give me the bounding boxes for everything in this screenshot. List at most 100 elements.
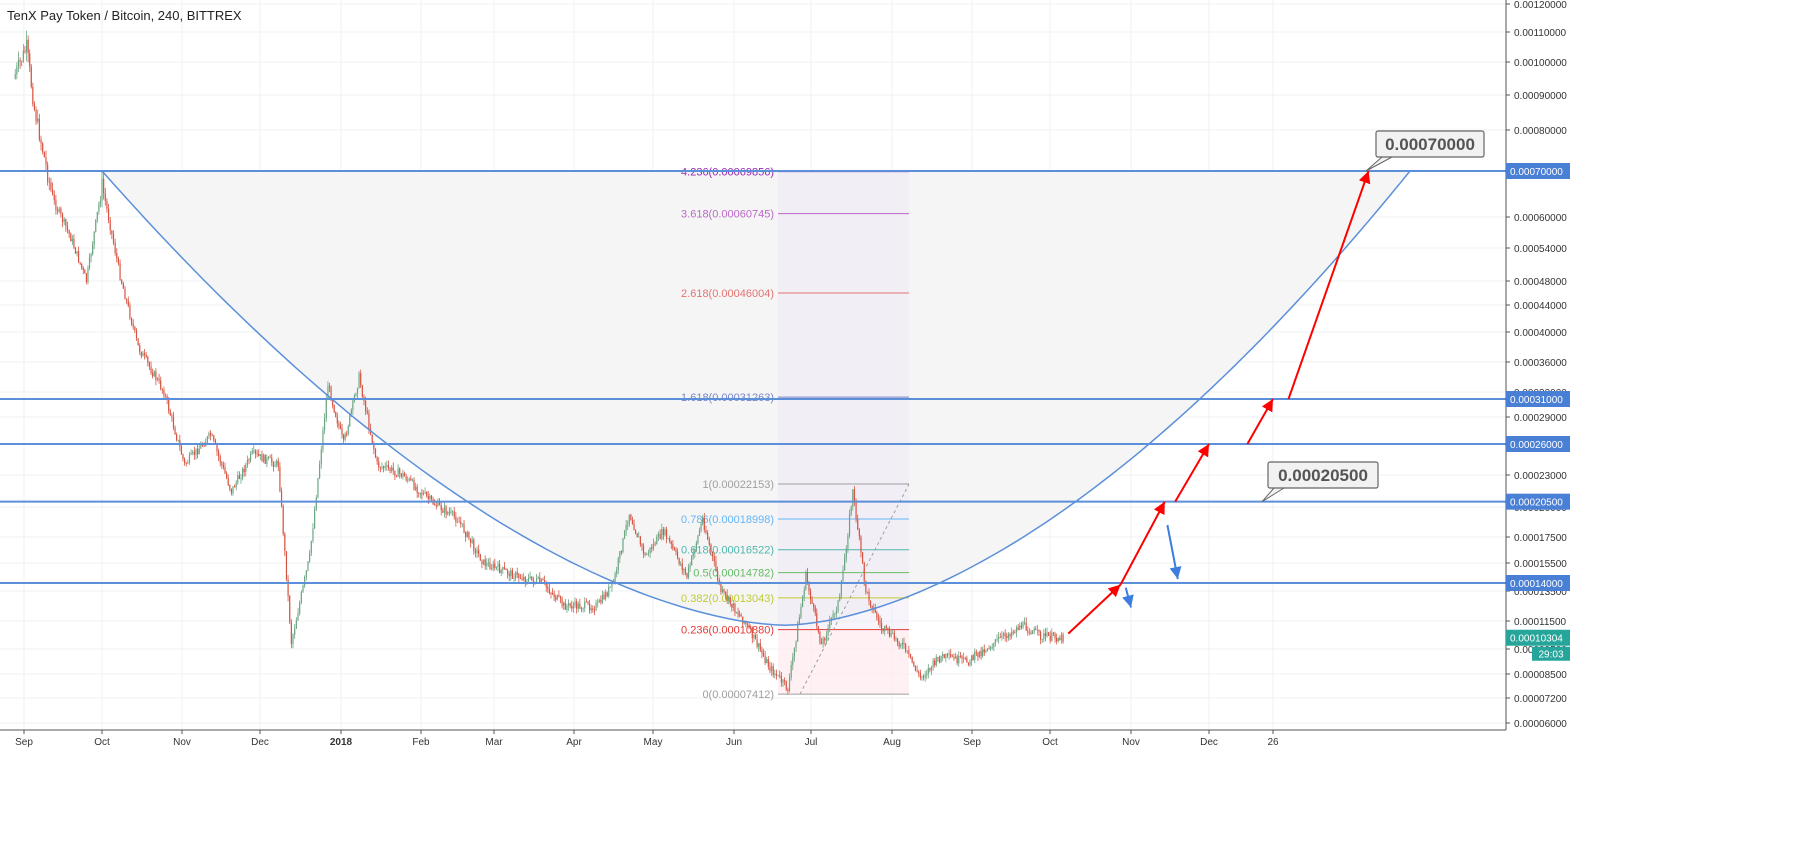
candle-body [96,211,98,220]
candle-body [647,553,650,555]
candle-body [486,562,488,567]
time-tick-label: 2018 [330,737,353,748]
price-tick-label: 0.00080000 [1514,126,1567,137]
candle-body [382,466,385,468]
candle-body [743,621,745,624]
candle-body [284,533,286,552]
candle-body [694,550,696,553]
candle-body [507,570,509,575]
fibonacci-extension[interactable]: 4.236(0.00069856) 3.618(0.00060745) 2.618(… [681,167,910,701]
candle-body [76,251,78,254]
candle-body [180,446,183,455]
candle-body [332,400,334,405]
time-tick-label: Dec [251,737,269,748]
candle-body [302,585,304,593]
candle-body [52,189,54,195]
candle-body [272,462,274,467]
time-tick-label: May [644,737,663,748]
candle-body [793,647,796,657]
candle-body [775,673,778,676]
candle-body [531,576,533,580]
candle-body [866,591,869,593]
fib-level-label: 0.618(0.00016522) [681,545,774,557]
candle-body [937,656,939,658]
candle-body [355,393,357,396]
candle-body [721,589,724,592]
candle-body [516,572,518,575]
candle-body [505,568,507,571]
candle-body [582,608,584,609]
candle-body [246,459,248,465]
time-tick-label: Jun [726,737,742,748]
candle-body [314,509,316,529]
candle-body [892,632,894,634]
candle-body [319,463,321,479]
candle-body [788,677,791,692]
candle-body [394,470,396,476]
candle-body [381,466,383,468]
candle-body [665,529,668,539]
candle-body [1056,638,1058,642]
candle-body [759,643,761,651]
cup-curve-line [101,170,1411,626]
candle-body [1062,634,1064,642]
candle-body [452,511,454,513]
candle-body [434,504,436,506]
candle-body [766,659,768,663]
candle-body [226,473,228,479]
candle-body [523,576,525,581]
candle-body [683,569,685,571]
candle-body [447,512,449,515]
candle-body [631,520,634,525]
fib-level-label: 4.236(0.00069856) [681,167,774,179]
price-tick-label: 0.00120000 [1514,0,1567,11]
candle-body [827,627,829,636]
candle-body [156,378,159,380]
candle-body [413,479,415,490]
candle-body [253,450,255,452]
candle-body [312,528,314,541]
candle-body [600,600,602,603]
candle-body [669,538,671,542]
candle-body [983,649,985,653]
candle-body [559,596,562,599]
candle-body [800,606,802,618]
candle-body [1044,633,1047,637]
candle-body [320,449,322,464]
candle-body [627,524,629,526]
candle-body [772,666,774,675]
candle-body [73,238,75,248]
candle-body [731,603,733,608]
candle-body [403,473,406,477]
price-tick-label: 0.00036000 [1514,358,1567,369]
candle-body [341,428,343,435]
candle-body [642,545,645,555]
candle-body [938,657,941,663]
candle-body [360,373,362,386]
candle-body [315,497,317,510]
candle-body [79,262,81,264]
candle-body [539,577,541,583]
candle-body [561,598,563,606]
candle-body [438,501,441,505]
candle-body [261,454,263,462]
candle-body [518,574,520,578]
candle-body [1022,622,1024,628]
candle-body [837,600,839,611]
projection-arrow-up [1246,398,1274,445]
candle-body [675,549,677,552]
candle-body [691,555,693,566]
projection-arrows[interactable] [1067,170,1371,635]
candle-body [276,460,278,465]
candle-body [977,652,979,657]
cup-curve[interactable] [101,170,1411,626]
candle-body [887,627,889,630]
price-axis[interactable]: 0.00120000 0.00110000 0.00100000 0.00090000… [1505,0,1570,730]
candle-body [779,675,781,677]
time-tick-label: Sep [963,737,981,748]
candle-body [822,638,824,645]
time-axis[interactable]: Sep Oct Nov Dec 2018 Feb Mar Apr May Jun Jul Aug Sep… [0,729,1506,748]
candle-body [476,549,478,553]
horizontal-levels[interactable] [0,170,1506,584]
